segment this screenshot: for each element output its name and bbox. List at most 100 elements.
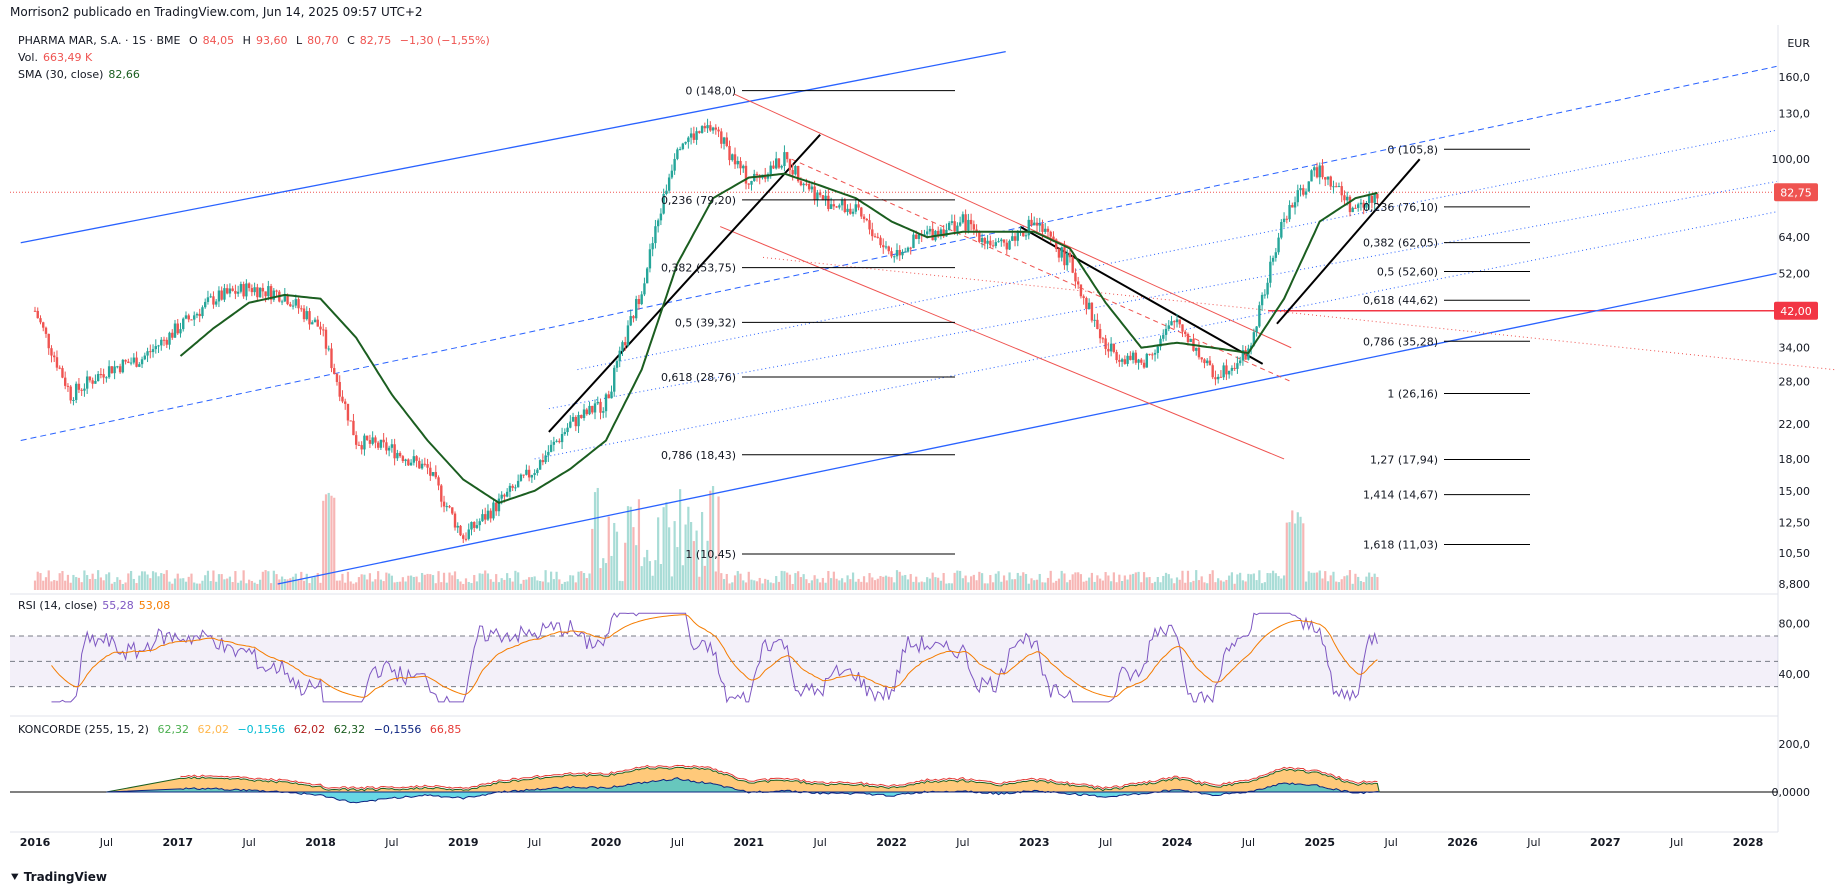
candle-body <box>209 296 212 298</box>
alert-badge <box>1774 301 1818 320</box>
volume-bar <box>360 574 363 590</box>
candle-body <box>1016 232 1019 241</box>
volume-bar <box>1269 573 1272 590</box>
candle-body <box>775 158 778 169</box>
candle-body <box>656 220 660 227</box>
volume-bar <box>577 571 580 590</box>
candle-body <box>478 521 481 526</box>
candle-body <box>1269 261 1272 283</box>
candle-body <box>464 538 468 540</box>
open-label: O 84,05 <box>189 34 234 47</box>
volume-bar <box>607 516 610 590</box>
volume-bar <box>610 555 613 590</box>
volume-bar <box>363 574 366 590</box>
candle-body <box>711 127 715 131</box>
candle-body <box>160 339 163 346</box>
volume-bar <box>722 579 726 590</box>
volume-bar <box>1107 575 1110 590</box>
currency-label[interactable]: EUR <box>1787 37 1810 50</box>
volume-bar <box>1266 573 1269 590</box>
candle-body <box>722 137 726 144</box>
volume-bar <box>514 570 517 590</box>
candle-body <box>1079 284 1083 297</box>
volume-bar <box>1162 575 1165 590</box>
fib-level-label: 0 (105,8) <box>1387 143 1438 156</box>
candle-body <box>536 469 539 474</box>
volume-bar <box>294 573 297 590</box>
candle-body <box>1055 239 1058 249</box>
volume-bar <box>401 577 404 590</box>
volume-bar <box>1263 582 1266 590</box>
volume-bar <box>703 565 706 590</box>
volume-bar <box>983 583 986 590</box>
volume-bar <box>884 575 888 590</box>
volume-bar <box>717 496 720 590</box>
volume-bar <box>506 573 509 590</box>
price-tick-label: 130,0 <box>1779 107 1811 120</box>
volume-bar <box>1282 575 1286 590</box>
volume-bar <box>198 583 201 590</box>
time-tick-label: 2026 <box>1447 836 1478 849</box>
volume-bar <box>640 566 643 590</box>
volume-bar <box>168 581 171 590</box>
candle-body <box>1205 360 1209 364</box>
candle-body <box>497 498 501 512</box>
volume-bar <box>165 570 168 590</box>
candle-body <box>127 361 130 364</box>
volume-bar <box>613 522 616 590</box>
candle-body <box>989 240 992 246</box>
candle-body <box>580 414 583 419</box>
candle-body <box>1033 222 1036 226</box>
candle-body <box>228 288 232 294</box>
volume-bar <box>1134 572 1137 590</box>
candle-body <box>1288 205 1291 220</box>
candle-body <box>915 234 918 239</box>
volume-bar <box>629 506 632 590</box>
volume-bar <box>670 576 673 590</box>
candle-body <box>214 301 218 305</box>
candle-body <box>654 226 657 244</box>
volume-bar <box>302 580 306 590</box>
candle-body <box>742 165 745 169</box>
candle-body <box>1354 207 1357 209</box>
candle-body <box>676 149 679 159</box>
candle-body <box>286 294 289 305</box>
volume-bar <box>956 570 959 590</box>
candle-body <box>481 514 484 522</box>
volume-bar <box>558 579 561 590</box>
candle-body <box>678 149 682 151</box>
volume-bar <box>1280 578 1283 590</box>
volume-bar <box>948 583 951 590</box>
candle-body <box>88 376 92 381</box>
volume-bar <box>409 575 413 590</box>
candle-body <box>503 494 506 497</box>
volume-bar <box>1071 574 1074 590</box>
candle-body <box>514 487 517 489</box>
candle-body <box>1274 252 1278 258</box>
time-tick-label: 2028 <box>1733 836 1764 849</box>
volume-bar <box>256 583 259 590</box>
candle-body <box>182 318 185 330</box>
volume-bar <box>486 573 490 590</box>
candle-body <box>1359 202 1363 205</box>
candle-body <box>1376 193 1379 199</box>
candle-body <box>80 389 83 391</box>
candle-body <box>1296 190 1299 203</box>
volume-bar <box>55 580 59 590</box>
candle-body <box>412 456 416 463</box>
candle-body <box>805 183 808 185</box>
volume-bar <box>742 580 745 590</box>
volume-bar <box>1244 581 1247 590</box>
volume-bar <box>382 581 385 590</box>
candle-body <box>893 256 896 258</box>
volume-bar <box>777 581 781 590</box>
volume-bar <box>588 573 591 590</box>
candle-body <box>618 350 621 362</box>
volume-bar <box>1123 575 1126 590</box>
candle-body <box>637 298 641 305</box>
candle-body <box>206 297 210 302</box>
volume-bar <box>119 579 122 590</box>
candle-body <box>1255 326 1258 333</box>
volume-bar <box>1250 574 1253 590</box>
